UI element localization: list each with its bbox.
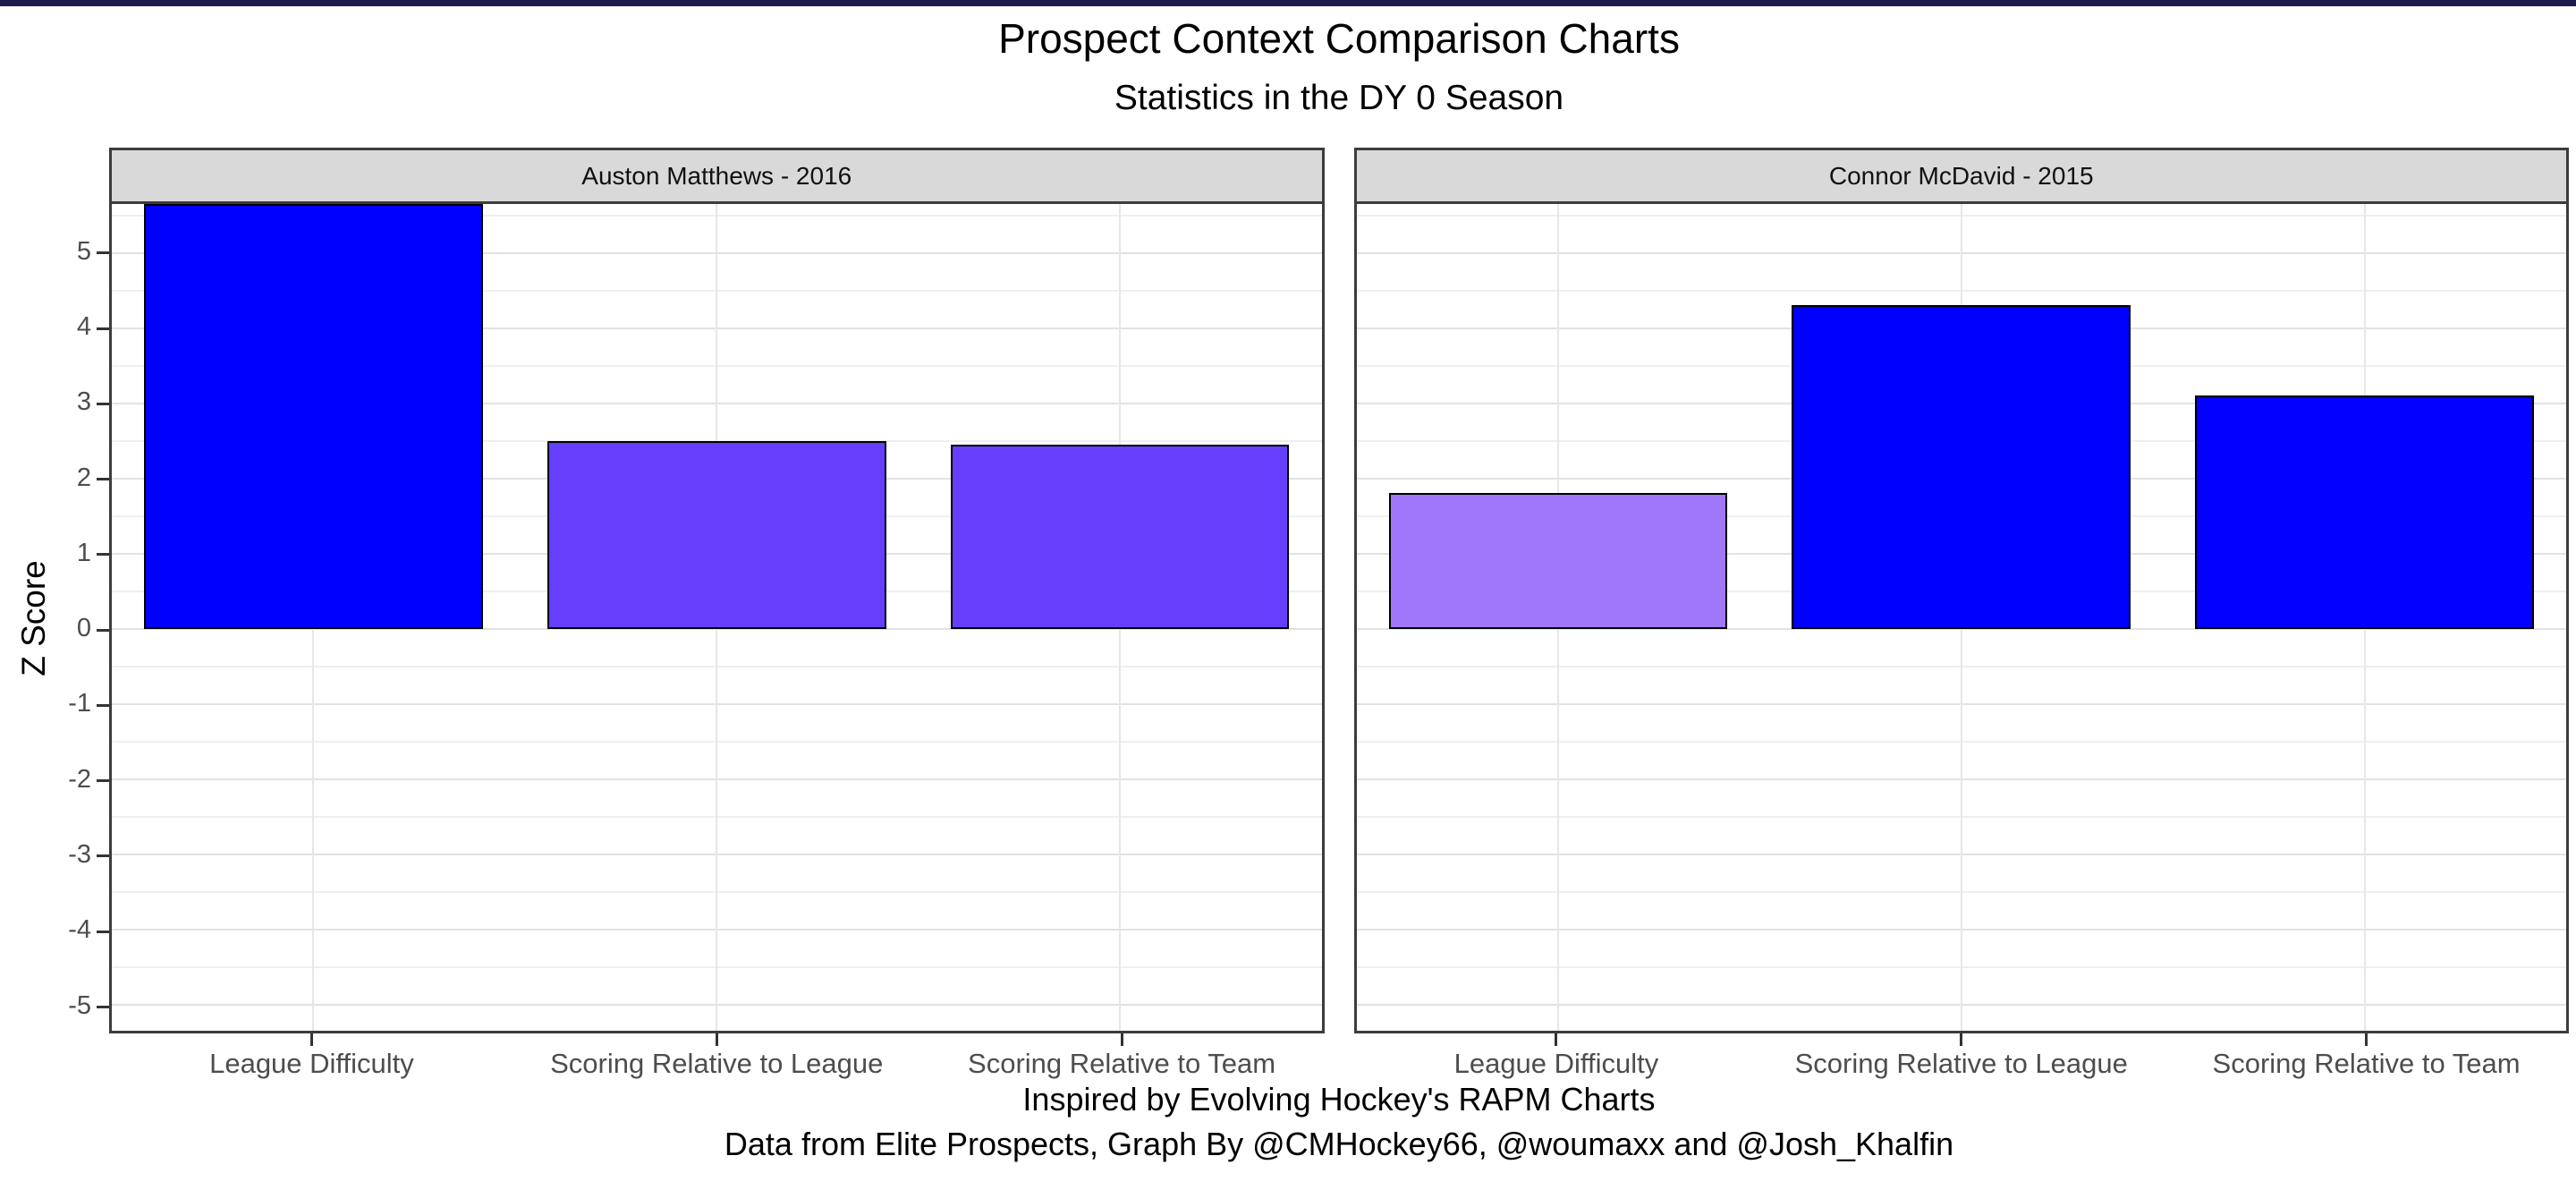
x-axis-tick-label: League Difficulty — [209, 1048, 414, 1079]
x-axis-tick-label: Scoring Relative to League — [1794, 1048, 2128, 1079]
y-axis-tick — [97, 703, 109, 707]
y-axis-tick — [97, 478, 109, 481]
y-axis-tick — [97, 930, 109, 933]
chart-title: Prospect Context Comparison Charts — [998, 15, 1680, 62]
chart-subtitle: Statistics in the DY 0 Season — [1114, 79, 1564, 117]
x-axis-tick-label: Scoring Relative to Team — [968, 1048, 1276, 1079]
y-axis-tick-label: 4 — [76, 312, 91, 342]
x-axis-tick — [2365, 1033, 2368, 1046]
x-axis-tick — [715, 1033, 718, 1046]
y-axis-tick — [97, 779, 109, 783]
y-axis-tick — [97, 402, 109, 405]
bar-league-difficulty — [144, 204, 483, 629]
y-axis-tick-label: -3 — [68, 840, 91, 870]
facet-auston-matthews: Auston Matthews - 2016 — [109, 148, 1325, 1033]
x-axis-tick — [1555, 1033, 1558, 1046]
caption-inspiration: Inspired by Evolving Hockey's RAPM Chart… — [1022, 1081, 1656, 1118]
y-axis-tick-label: -1 — [68, 689, 91, 718]
y-axis-tick-label: -2 — [68, 764, 91, 794]
y-axis-tick-label: 3 — [76, 387, 91, 417]
x-axis-tick — [1960, 1033, 1963, 1046]
y-axis-tick-label: 5 — [76, 236, 91, 266]
facet-strip-label: Connor McDavid - 2015 — [1353, 148, 2569, 204]
plot-panel-connor-mcdavid — [1353, 204, 2569, 1033]
x-axis-tick-label: Scoring Relative to Team — [2212, 1048, 2521, 1079]
x-axis-connor-mcdavid: League Difficulty Scoring Relative to Lea… — [1354, 1033, 2570, 1084]
x-axis-tick — [309, 1033, 313, 1046]
y-axis-tick — [97, 553, 109, 557]
top-border-bar — [0, 0, 2576, 6]
bar-scoring-relative-to-team — [950, 444, 1290, 629]
x-axis-tick-label: League Difficulty — [1453, 1048, 1659, 1079]
caption-credits: Data from Elite Prospects, Graph By @CMH… — [724, 1126, 1954, 1162]
x-axis-tick — [1120, 1033, 1123, 1046]
bar-scoring-relative-to-league — [1792, 305, 2131, 629]
y-axis-tick-label: 0 — [76, 614, 91, 643]
y-axis-tick-label: -5 — [68, 990, 91, 1020]
y-axis-tick — [97, 251, 109, 255]
y-axis-tick-label: 2 — [76, 463, 91, 492]
y-axis-tick — [97, 628, 109, 632]
x-axis-tick-label: Scoring Relative to League — [550, 1048, 884, 1079]
bar-scoring-relative-to-team — [2195, 395, 2534, 629]
y-axis: 5 4 3 2 1 0 -1 -2 -3 -4 -5 — [0, 204, 109, 1033]
y-axis-tick — [97, 1006, 109, 1008]
bar-scoring-relative-to-league — [547, 440, 886, 629]
x-axes: League Difficulty Scoring Relative to Lea… — [109, 1033, 2569, 1084]
y-axis-tick — [97, 854, 109, 858]
facet-panels: Auston Matthews - 2016 Connor McDavid - … — [109, 148, 2569, 1033]
y-axis-tick-label: -4 — [68, 915, 91, 945]
facet-strip-label: Auston Matthews - 2016 — [109, 148, 1325, 204]
x-axis-auston-matthews: League Difficulty Scoring Relative to Lea… — [109, 1033, 1325, 1084]
plot-panel-auston-matthews — [109, 204, 1325, 1033]
y-axis-tick — [97, 327, 109, 330]
facet-connor-mcdavid: Connor McDavid - 2015 — [1353, 148, 2569, 1033]
bar-league-difficulty — [1388, 493, 1728, 629]
y-axis-tick-label: 1 — [76, 539, 91, 568]
